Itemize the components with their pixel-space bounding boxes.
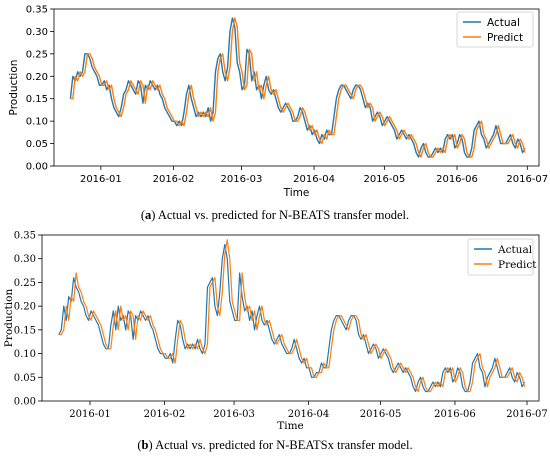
- x-axis-title: Time: [283, 187, 310, 199]
- legend-label-predict: Predict: [498, 259, 537, 271]
- x-tick-label: 2016-02: [153, 174, 195, 185]
- y-tick-label: 0.15: [14, 325, 36, 336]
- legend-box: [467, 238, 534, 276]
- x-tick-label: 2016-03: [221, 174, 263, 185]
- series-line-actual: [69, 17, 526, 158]
- caption-b-letter: b: [141, 438, 149, 452]
- caption-a: (a) Actual vs. predicted for N-BEATS tra…: [140, 208, 410, 222]
- x-tick-label: 2016-06: [436, 174, 478, 185]
- x-tick-label: 2016-03: [213, 409, 255, 420]
- caption-b-text: Actual vs. predicted for N-BEATSx transf…: [152, 438, 413, 452]
- x-axis-title: Time: [277, 420, 304, 432]
- plot-frame: [41, 234, 540, 402]
- legend-box: [456, 11, 534, 48]
- legend-label-actual: Actual: [497, 244, 533, 256]
- y-tick-label: 0.15: [26, 94, 48, 105]
- y-tick-label: 0.10: [26, 117, 48, 128]
- x-tick-label: 2016-01: [80, 174, 122, 185]
- x-tick-label: 2016-04: [288, 409, 330, 420]
- x-tick-label: 2016-07: [506, 409, 548, 420]
- y-tick-label: 0.30: [14, 254, 36, 265]
- caption-b: (b) Actual vs. predicted for N-BEATSx tr…: [137, 438, 413, 452]
- y-tick-label: 0.05: [26, 139, 48, 150]
- series-line-actual: [58, 243, 526, 393]
- legend-label-actual: Actual: [487, 17, 520, 29]
- caption-a-text: Actual vs. predicted for N-BEATS transfe…: [155, 208, 410, 222]
- y-tick-label: 0.10: [14, 349, 36, 360]
- plot-frame: [53, 8, 540, 167]
- chart-panel-b: 0.00 0.05 0.10 0.15 0.20 0.25 0.30 0.35 2016-01 2…: [3, 231, 548, 433]
- x-tick-label: 2016-05: [360, 409, 402, 420]
- legend: Actual Predict: [467, 238, 537, 276]
- y-tick-label: 0.35: [14, 231, 36, 242]
- series-line-predict: [70, 17, 526, 158]
- y-tick-label: 0.25: [26, 49, 48, 60]
- x-tick-label: 2016-07: [506, 174, 548, 185]
- y-tick-label: 0.05: [14, 373, 36, 384]
- y-tick-label: 0.00: [26, 162, 48, 173]
- y-tick-label: 0.30: [26, 27, 48, 38]
- y-tick-label: 0.20: [14, 302, 36, 313]
- y-axis-title: Production: [3, 289, 15, 348]
- x-tick-label: 2016-02: [144, 409, 186, 420]
- y-tick-label: 0.25: [14, 278, 36, 289]
- chart-panel-a: 0.00 0.05 0.10 0.15 0.20 0.25 0.30 0.35 2016-01 2…: [8, 5, 548, 200]
- x-tick-label: 2016-04: [293, 174, 335, 185]
- legend-label-predict: Predict: [487, 32, 523, 44]
- caption-a-letter: a: [144, 208, 152, 222]
- legend: Actual Predict: [456, 11, 534, 48]
- x-tick-label: 2016-06: [434, 409, 476, 420]
- y-tick-label: 0.35: [26, 5, 48, 16]
- series-line-predict: [58, 239, 526, 393]
- y-tick-label: 0.00: [14, 397, 36, 408]
- y-tick-label: 0.20: [26, 72, 48, 83]
- y-axis-title: Production: [8, 60, 20, 116]
- x-tick-label: 2016-05: [363, 174, 405, 185]
- x-tick-label: 2016-01: [69, 409, 111, 420]
